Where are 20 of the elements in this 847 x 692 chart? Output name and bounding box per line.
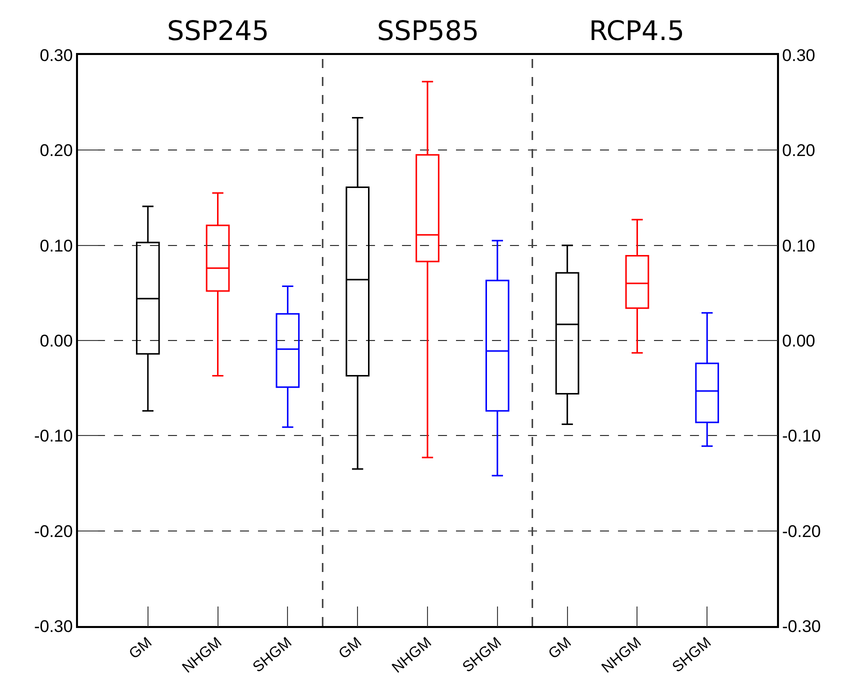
y2-tick-label: 0.00 [782, 331, 816, 350]
x-tick-label: GM [545, 634, 575, 663]
y2-tick-label: 0.20 [782, 141, 816, 160]
y-tick-label: -0.20 [34, 522, 73, 541]
y-tick-label: -0.30 [34, 616, 73, 636]
y-tick-label: 0.20 [40, 141, 73, 160]
x-tick-label: GM [336, 634, 365, 663]
y2-tick-label: -0.10 [782, 426, 821, 446]
y-tick-label: 0.10 [40, 236, 73, 256]
text: SSP245 [167, 16, 270, 47]
y-tick-label: 0.00 [40, 331, 73, 350]
y2-tick-label: -0.20 [782, 522, 821, 541]
x-tick-label: GM [126, 634, 156, 663]
y2-tick-label: 0.30 [782, 46, 816, 65]
y-tick-label: 0.30 [40, 46, 73, 65]
y2-tick-label: -0.30 [782, 616, 821, 636]
text: SSP585 [377, 16, 480, 47]
y-tick-label: -0.10 [34, 426, 73, 446]
text: RCP4.5 [589, 16, 684, 47]
y2-tick-label: 0.10 [782, 236, 816, 256]
